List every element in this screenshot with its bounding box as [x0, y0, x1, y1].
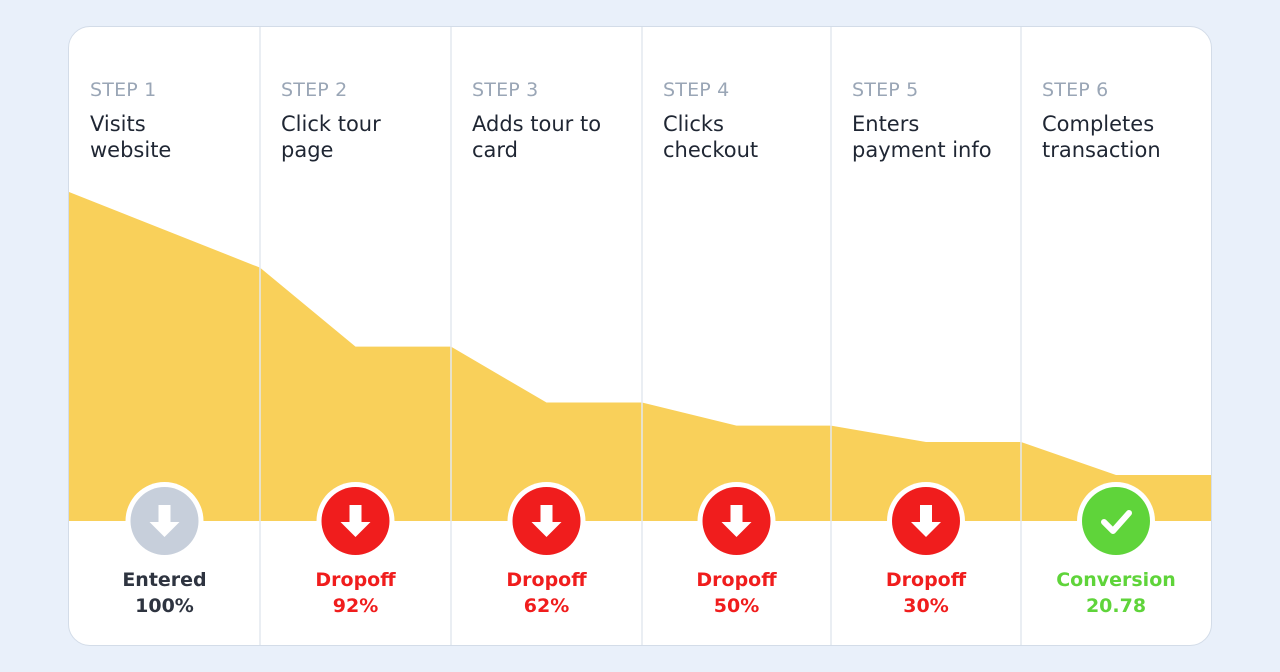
status-badge-4: [697, 482, 776, 560]
status-label: Dropoff: [506, 569, 587, 591]
status-value: 92%: [332, 595, 379, 617]
step-number: STEP 2: [281, 79, 348, 101]
arrow-down-icon: [531, 505, 562, 537]
step-result-1: Entered 100%: [90, 567, 240, 619]
step-number: STEP 4: [663, 79, 730, 101]
step-title: Completes transaction: [1042, 112, 1161, 162]
funnel-segment-1: [69, 192, 260, 521]
status-value: 20.78: [1085, 595, 1147, 617]
step-header-4: STEP 4 Clicks checkout: [663, 79, 843, 163]
step-header-1: STEP 1 Visits website: [90, 79, 270, 163]
status-label: Dropoff: [696, 569, 777, 591]
step-number: STEP 3: [472, 79, 539, 101]
step-title: Adds tour to card: [472, 112, 602, 162]
status-badge-2: [316, 482, 395, 560]
step-title: Click tour page: [281, 112, 381, 162]
step-result-2: Dropoff 92%: [281, 567, 431, 619]
funnel-segment-6: [1021, 442, 1211, 521]
check-icon: [1101, 510, 1132, 534]
status-label: Conversion: [1056, 569, 1176, 591]
funnel-chart: [69, 27, 1211, 645]
badge-circle: [1082, 487, 1150, 555]
step-result-3: Dropoff 62%: [472, 567, 622, 619]
status-value: 50%: [713, 595, 760, 617]
status-badge-3: [507, 482, 586, 560]
step-header-2: STEP 2 Click tour page: [281, 79, 461, 163]
arrow-down-icon: [149, 505, 180, 537]
step-number: STEP 5: [852, 79, 919, 101]
step-title: Enters payment info: [852, 112, 992, 162]
step-header-5: STEP 5 Enters payment info: [852, 79, 1032, 163]
funnel-segment-2: [260, 267, 451, 521]
status-label: Dropoff: [315, 569, 396, 591]
funnel-segment-4: [642, 402, 831, 521]
funnel-segment-3: [451, 346, 642, 521]
step-title: Visits website: [90, 112, 172, 162]
step-result-6: Conversion 20.78: [1041, 567, 1191, 619]
status-value: 62%: [523, 595, 570, 617]
status-badge-1: [125, 482, 204, 560]
status-label: Dropoff: [885, 569, 967, 591]
status-badge-5: [887, 482, 965, 560]
funnel-card: STEP 1 Visits website Entered 100% STEP 2 Cli…: [68, 26, 1212, 646]
step-number: STEP 6: [1042, 79, 1109, 101]
status-value: 100%: [135, 595, 194, 617]
arrow-down-icon: [911, 505, 941, 537]
arrow-down-icon: [340, 505, 371, 537]
funnel-segment-5: [831, 425, 1021, 521]
status-label: Entered: [122, 569, 207, 591]
arrow-down-icon: [721, 505, 752, 537]
step-result-4: Dropoff 50%: [662, 567, 812, 619]
step-header-6: STEP 6 Completes transaction: [1042, 79, 1211, 163]
status-value: 30%: [903, 595, 949, 617]
step-result-5: Dropoff 30%: [851, 567, 1001, 619]
status-badge-6: [1077, 482, 1155, 560]
step-number: STEP 1: [90, 79, 157, 101]
step-header-3: STEP 3 Adds tour to card: [472, 79, 652, 163]
step-title: Clicks checkout: [663, 112, 759, 162]
